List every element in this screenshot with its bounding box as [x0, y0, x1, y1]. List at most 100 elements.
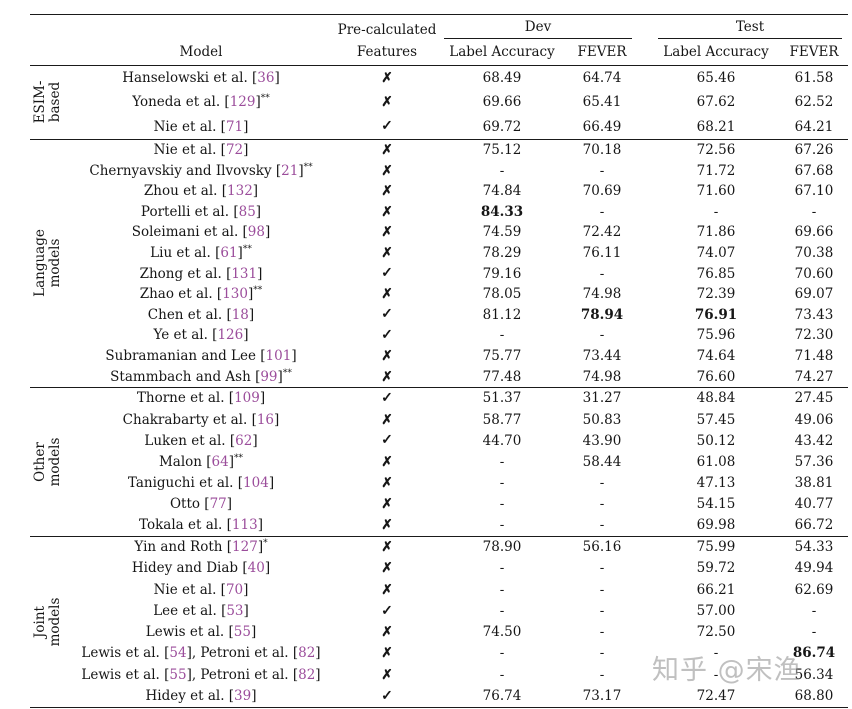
citation-link[interactable]: 21	[281, 162, 299, 179]
cell-dev-label-accuracy: 51.37	[482, 390, 522, 407]
cell-dev-fever: -	[599, 265, 605, 282]
check-mark-icon: ✓	[381, 602, 393, 619]
cell-test-fever: 73.43	[794, 306, 834, 323]
table-row: Malon [64]** ✗ - 58.44 61.08 57.36	[30, 451, 848, 472]
citation-link[interactable]: 131	[231, 265, 258, 282]
cross-mark-icon: ✗	[381, 245, 393, 262]
citation-link[interactable]: 129	[229, 94, 256, 111]
cell-dev-label-accuracy: -	[499, 495, 505, 512]
table-row: Language models Nie et al. [72] ✗ 75.12 70.18…	[30, 139, 848, 297]
column-gap	[638, 579, 652, 600]
cell-model: Lewis et al. [54], Petroni et al. [82]	[81, 645, 321, 662]
citation-link[interactable]: 104	[243, 474, 269, 491]
column-gap	[638, 622, 652, 643]
cell-model: Thorne et al. [109]	[136, 390, 266, 407]
check-mark-icon: ✓	[381, 265, 393, 282]
cross-mark-icon: ✗	[381, 142, 393, 159]
header-test-fever: FEVER	[780, 40, 848, 66]
cell-test-fever: 27.45	[794, 390, 834, 407]
cell-model: Portelli et al. [85]	[140, 203, 262, 220]
cell-dev-fever: 78.94	[580, 306, 624, 323]
cell-test-fever: 38.81	[794, 474, 834, 491]
cell-model: Nie et al. [71]	[153, 118, 249, 135]
citation-link[interactable]: 55	[169, 666, 187, 683]
column-gap	[638, 66, 652, 91]
column-gap	[638, 325, 652, 346]
cell-test-label-accuracy: 67.62	[696, 94, 736, 111]
cell-test-label-accuracy: 75.96	[696, 327, 736, 344]
citation-link[interactable]: 62	[235, 432, 253, 449]
cell-test-fever: 67.26	[794, 142, 834, 159]
column-gap	[638, 243, 652, 264]
citation-link[interactable]: 127	[232, 539, 258, 556]
citation-link[interactable]: 98	[247, 224, 265, 241]
section-languagemodels: Language models Nie et al. [72] ✗ 75.12 70.18…	[30, 139, 848, 387]
header-spacer	[66, 15, 336, 41]
test-group-underline: Test	[658, 18, 842, 39]
cell-dev-label-accuracy: -	[499, 645, 505, 662]
cell-dev-label-accuracy: 78.90	[482, 539, 522, 556]
citation-link[interactable]: 126	[217, 327, 244, 344]
cell-test-fever: 68.80	[794, 687, 834, 704]
citation-link[interactable]: 54	[169, 645, 187, 662]
citation-link[interactable]: 53	[226, 602, 244, 619]
citation-link[interactable]: 70	[225, 581, 244, 598]
citation-link[interactable]: 55	[233, 624, 251, 641]
citation-link[interactable]: 40	[247, 560, 265, 577]
citation-link[interactable]: 132	[227, 183, 253, 200]
cell-dev-label-accuracy: -	[499, 517, 505, 534]
footnote-marker: **	[253, 285, 263, 296]
column-gap	[638, 202, 652, 223]
column-gap	[638, 115, 652, 140]
cell-test-fever: 40.77	[794, 495, 834, 512]
citation-link[interactable]: 18	[231, 306, 249, 323]
cell-model: Chakrabarty et al. [16]	[122, 411, 280, 428]
cell-dev-label-accuracy: 74.59	[482, 224, 522, 241]
table-row: Zhong et al. [131] ✓ 79.16 - 76.85 70.60	[30, 263, 848, 284]
citation-link[interactable]: 16	[256, 411, 275, 428]
citation-link[interactable]: 101	[265, 348, 292, 365]
cell-model: Ye et al. [126]	[153, 327, 249, 344]
cell-test-label-accuracy: 68.21	[696, 118, 736, 135]
citation-link[interactable]: 82	[298, 666, 316, 683]
cell-dev-fever: -	[599, 474, 605, 491]
citation-link[interactable]: 71	[225, 118, 244, 135]
citation-link[interactable]: 130	[222, 286, 248, 303]
citation-link[interactable]: 61	[220, 245, 238, 262]
cell-test-label-accuracy: 74.07	[696, 245, 736, 262]
citation-link[interactable]: 36	[257, 70, 275, 87]
row-group-label: Other models	[32, 437, 63, 487]
cell-dev-label-accuracy: -	[499, 327, 505, 344]
citation-link[interactable]: 85	[238, 203, 256, 220]
citation-link[interactable]: 82	[298, 645, 316, 662]
header-gap	[638, 40, 652, 66]
check-mark-icon: ✓	[381, 327, 393, 344]
row-group-label: Joint models	[32, 597, 63, 647]
cell-test-fever: 69.07	[794, 286, 834, 303]
column-gap	[638, 472, 652, 493]
citation-link[interactable]: 113	[231, 517, 258, 534]
citation-link[interactable]: 109	[234, 390, 260, 407]
cell-test-fever: 72.30	[794, 327, 834, 344]
cross-mark-icon: ✗	[381, 70, 393, 87]
table-row: Luken et al. [62] ✓ 44.70 43.90 50.12 43.42	[30, 430, 848, 451]
column-gap	[638, 305, 652, 326]
citation-link[interactable]: 72	[225, 142, 244, 159]
citation-link[interactable]: 99	[260, 368, 278, 385]
column-gap	[638, 139, 652, 160]
cross-mark-icon: ✗	[381, 645, 393, 662]
citation-link[interactable]: 77	[209, 495, 227, 512]
citation-link[interactable]: 39	[234, 687, 252, 704]
cell-dev-fever: 74.98	[582, 286, 622, 303]
cell-dev-label-accuracy: 76.74	[482, 687, 522, 704]
header-spacer	[30, 15, 66, 41]
column-gap	[638, 366, 652, 387]
cell-model: Malon [64]**	[158, 453, 244, 470]
cell-dev-fever: -	[599, 203, 605, 220]
cell-model: Nie et al. [70]	[153, 581, 249, 598]
cell-dev-fever: 31.27	[582, 390, 622, 407]
cell-dev-fever: -	[599, 581, 605, 598]
footnote-marker: **	[282, 368, 292, 379]
table-row: Chernyavskiy and Ilvovsky [21]** ✗ - - 71.72…	[30, 160, 848, 181]
citation-link[interactable]: 64	[211, 453, 229, 470]
